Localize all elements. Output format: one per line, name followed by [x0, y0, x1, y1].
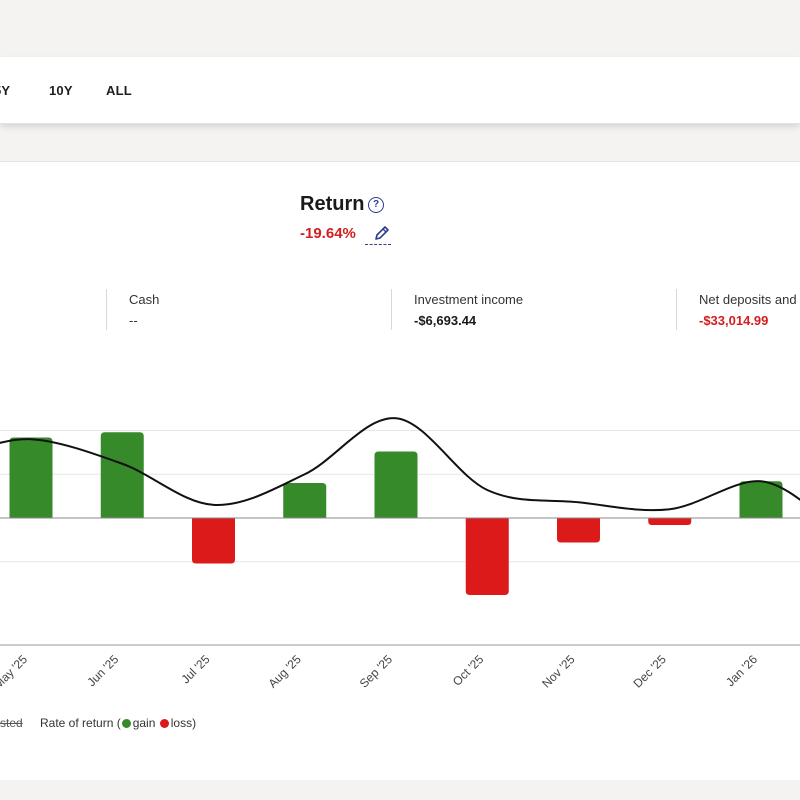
- question-circle-icon[interactable]: ?: [368, 197, 384, 213]
- metric-value-net-deposits: -$33,014.99: [699, 313, 769, 328]
- x-tick-label: Jan '26: [723, 652, 760, 689]
- legend-struck-label[interactable]: sted: [0, 716, 23, 730]
- bar-loss: [192, 518, 235, 564]
- bar-gain: [283, 483, 327, 518]
- metric-label-investment-income: Investment income: [414, 292, 524, 307]
- trend-line: [0, 417, 800, 512]
- bottom-background: [0, 780, 800, 800]
- pencil-icon[interactable]: [365, 222, 391, 245]
- legend-rate-label: Rate of return (: [40, 716, 121, 730]
- metric-value-investment-income: -$6,693.44: [414, 313, 477, 328]
- x-tick-label: Dec '25: [630, 652, 669, 691]
- x-tick-label: Aug '25: [265, 652, 304, 691]
- metric-label-net-deposits: Net deposits and: [699, 292, 797, 307]
- metric-divider: [676, 289, 677, 330]
- x-tick-label: Jul '25: [178, 652, 212, 686]
- x-tick-label: Sep '25: [357, 652, 396, 691]
- x-tick-label: Jun '25: [84, 652, 121, 689]
- metric-value-cash: --: [129, 313, 138, 328]
- legend-rate-of-return[interactable]: Rate of return ( gain loss): [40, 716, 196, 730]
- x-tick-label: Nov '25: [539, 652, 578, 691]
- metric-divider: [391, 289, 392, 330]
- x-tick-label: May '25: [0, 652, 30, 692]
- range-button-10y[interactable]: 10Y: [49, 83, 73, 98]
- bar-loss: [465, 518, 509, 595]
- bar-gain: [9, 437, 53, 518]
- metric-divider: [106, 289, 107, 330]
- x-tick-label: Oct '25: [450, 652, 487, 689]
- bar-gain: [739, 481, 783, 518]
- gain-dot-icon: [121, 719, 131, 728]
- legend-gain-label: gain: [132, 716, 156, 730]
- time-range-selector: 5Y 10Y ALL: [0, 57, 800, 124]
- loss-dot-icon: [159, 719, 169, 728]
- bar-gain: [374, 451, 418, 518]
- metric-label-cash: Cash: [129, 292, 160, 307]
- range-button-5y[interactable]: 5Y: [0, 83, 11, 98]
- return-panel: Return ? -19.64% Cash -- Investment inco…: [0, 161, 800, 781]
- legend-loss-label: loss): [170, 716, 197, 730]
- bar-loss: [648, 518, 692, 525]
- return-title: Return: [300, 193, 365, 215]
- range-button-all[interactable]: ALL: [106, 83, 132, 98]
- return-value: -19.64%: [300, 225, 356, 242]
- bar-gain: [100, 432, 144, 518]
- bar-loss: [557, 518, 600, 543]
- top-background: [0, 0, 800, 57]
- rate-of-return-chart: May '25 Jun '25 Jul '25 Aug '25 Sep '25 Oct '…: [0, 417, 800, 692]
